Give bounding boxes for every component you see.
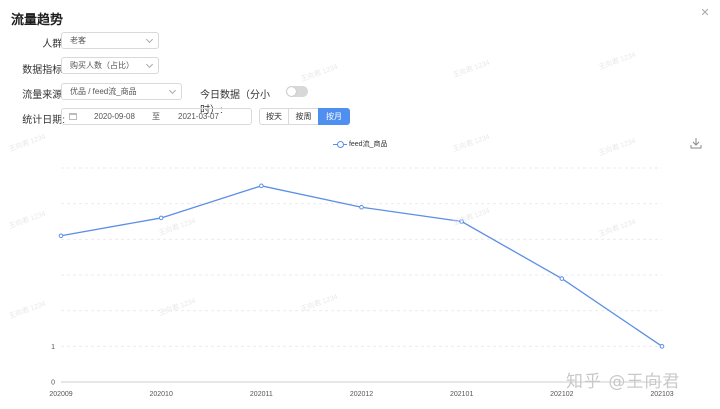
source-label: 流量来源:: [22, 90, 65, 101]
data-point: [359, 204, 364, 210]
crowd-select-value: 老客: [70, 36, 86, 45]
chevron-down-icon: [168, 86, 177, 95]
y-tick-label: 0: [51, 380, 55, 387]
data-point: [659, 344, 665, 349]
x-tick-label: 202010: [149, 391, 172, 398]
metric-label: 数据指标:: [22, 65, 65, 76]
granularity-day-button[interactable]: 按天: [259, 108, 289, 125]
dialog-title: 流量趋势: [11, 12, 64, 27]
trend-line-chart: 0 1 202009 202010 202011 202012 202101 202102 20…: [49, 167, 674, 398]
x-tick-label: 202101: [450, 391, 473, 398]
data-point: [459, 219, 464, 224]
watermark: 王向君 1234: [598, 51, 637, 72]
x-tick-label: 202011: [250, 391, 273, 398]
today-label: 今日数据（分小时）:: [200, 90, 270, 116]
legend-label: feed流_商品: [348, 141, 388, 148]
crowd-select[interactable]: 老客: [61, 32, 159, 49]
y-tick-label: 1: [51, 344, 55, 351]
x-tick-label: 202009: [49, 391, 72, 398]
data-point: [259, 183, 264, 189]
toggle-knob: [287, 87, 296, 96]
granularity-month-button[interactable]: 按月: [318, 108, 350, 125]
chart-legend[interactable]: feed流_商品: [333, 139, 387, 149]
download-icon[interactable]: [690, 137, 702, 149]
metric-select-value: 购买人数（占比）: [70, 61, 134, 70]
chevron-down-icon: [145, 60, 154, 69]
source-select-value: 优品 / feed流_商品: [70, 87, 137, 96]
legend-marker: [333, 140, 347, 149]
calendar-icon: [69, 113, 77, 120]
data-point: [58, 233, 64, 239]
metric-select[interactable]: 购买人数（占比）: [61, 57, 159, 74]
watermark: 王向君 1234: [452, 59, 491, 80]
today-toggle[interactable]: [286, 86, 308, 97]
date-end[interactable]: 2021-03-07: [178, 112, 219, 121]
data-point: [158, 215, 164, 221]
granularity-week-button[interactable]: 按周: [288, 108, 319, 125]
x-tick-label: 202102: [550, 391, 573, 398]
series-line: [60, 185, 663, 347]
date-start[interactable]: 2020-09-08: [94, 112, 135, 121]
crowd-label: 人群:: [42, 39, 65, 50]
x-tick-label: 202012: [350, 391, 373, 398]
date-range-picker[interactable]: 2020-09-08 至 2021-03-07: [61, 108, 252, 125]
data-point: [559, 276, 565, 281]
date-label: 统计日期:: [22, 115, 65, 126]
date-separator: 至: [152, 112, 160, 121]
x-tick-label: 202103: [650, 391, 673, 398]
chevron-down-icon: [145, 35, 154, 44]
source-select[interactable]: 优品 / feed流_商品: [61, 83, 182, 100]
brand-watermark: 知乎 @王向君: [566, 372, 681, 392]
close-icon[interactable]: ✕: [700, 7, 710, 19]
watermark: 王向君 1234: [300, 63, 339, 84]
